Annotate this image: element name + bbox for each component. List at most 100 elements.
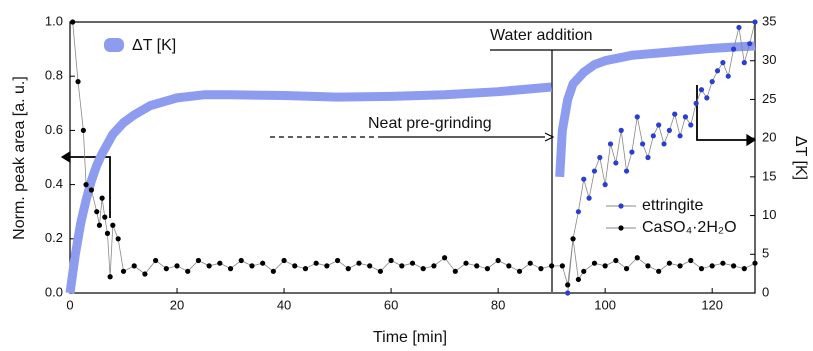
left-arrow <box>70 156 111 218</box>
data-point <box>623 168 630 174</box>
y2-tick-label: 0 <box>762 284 769 299</box>
data-point <box>153 257 159 264</box>
right-arrow <box>696 85 747 141</box>
data-point <box>591 168 598 174</box>
data-point <box>367 263 373 269</box>
data-point <box>709 263 715 269</box>
data-point <box>163 266 169 272</box>
data-point <box>682 114 689 120</box>
data-point <box>549 263 555 269</box>
data-point <box>70 19 76 25</box>
data-point <box>672 111 678 117</box>
data-point <box>634 114 640 120</box>
grinding-arrow <box>544 132 555 142</box>
legend-marker <box>618 203 624 209</box>
data-point <box>570 236 576 242</box>
y-tick-label: 0.6 <box>45 122 63 137</box>
data-point <box>623 266 630 272</box>
data-point <box>741 60 747 66</box>
data-point <box>334 257 341 264</box>
y-tick-label: 0.2 <box>45 230 63 245</box>
right-arrowhead <box>746 133 757 147</box>
data-point <box>484 266 491 272</box>
data-point <box>302 266 309 272</box>
data-point <box>575 209 581 215</box>
legend-label: CaSO₄·2H₂O <box>642 219 737 236</box>
data-point <box>388 257 394 264</box>
data-point <box>324 263 330 269</box>
data-point <box>688 122 694 128</box>
data-point <box>645 263 651 269</box>
data-point <box>88 187 95 193</box>
data-point <box>747 41 753 47</box>
data-point <box>634 255 640 261</box>
data-point <box>102 214 108 220</box>
data-point <box>495 257 501 264</box>
x-tick-label: 40 <box>277 297 291 312</box>
data-point <box>730 46 737 52</box>
data-point <box>75 79 81 85</box>
data-point <box>656 268 662 274</box>
data-point <box>313 260 319 266</box>
data-point <box>629 149 635 155</box>
data-point <box>613 160 619 166</box>
y2-tick-label: 25 <box>762 91 776 106</box>
data-point <box>736 24 742 31</box>
data-point <box>185 268 191 274</box>
data-point <box>613 257 619 264</box>
data-point <box>96 222 103 228</box>
data-point <box>565 282 571 288</box>
data-point <box>559 263 565 269</box>
legend-swatch <box>104 38 124 52</box>
x-tick-label: 20 <box>170 297 184 312</box>
annotation-lines <box>60 49 757 292</box>
data-point <box>227 266 234 272</box>
data-point <box>399 263 405 269</box>
left-arrowhead <box>60 150 71 164</box>
data-point <box>281 257 287 264</box>
data-point <box>345 266 351 272</box>
legend-label: ettringite <box>642 197 703 214</box>
data-point <box>104 230 111 236</box>
data-point <box>238 257 244 264</box>
data-point <box>677 263 683 269</box>
data-point <box>120 268 127 274</box>
y2-tick-label: 20 <box>762 130 776 145</box>
data-point <box>693 100 699 106</box>
data-point <box>452 268 458 274</box>
data-point <box>409 260 416 266</box>
data-point <box>656 122 662 128</box>
data-point <box>741 266 747 272</box>
y-tick-label: 0.0 <box>45 284 63 299</box>
data-point <box>506 263 512 269</box>
y2-tick-label: 15 <box>762 168 776 183</box>
data-point <box>565 290 571 296</box>
x-axis-label: Time [min] <box>373 329 447 346</box>
y-tick-label: 1.0 <box>45 13 63 28</box>
annotation: Water addition <box>490 27 593 44</box>
y2-tick-label: 35 <box>762 13 776 28</box>
data-point <box>463 260 469 266</box>
y2-tick-label: 5 <box>762 246 769 261</box>
data-point <box>80 127 86 133</box>
data-point <box>709 79 715 85</box>
data-point <box>640 141 646 147</box>
data-point <box>597 154 603 161</box>
data-point <box>666 260 672 266</box>
legend-marker <box>618 225 624 231</box>
x-tick-label: 0 <box>66 297 73 312</box>
data-point <box>581 268 587 274</box>
data-point <box>698 87 705 93</box>
annotation: Neat pre-grinding <box>368 115 492 132</box>
y2-tick-label: 10 <box>762 207 776 222</box>
y-axis-label: Norm. peak area [a. u.] <box>11 76 28 240</box>
data-point <box>720 60 726 66</box>
data-point <box>607 141 614 147</box>
data-point <box>420 266 426 272</box>
data-point <box>83 182 89 188</box>
data-point <box>377 268 383 274</box>
x-tick-label: 100 <box>594 297 616 312</box>
data-point <box>431 263 437 269</box>
data-point <box>217 260 223 266</box>
